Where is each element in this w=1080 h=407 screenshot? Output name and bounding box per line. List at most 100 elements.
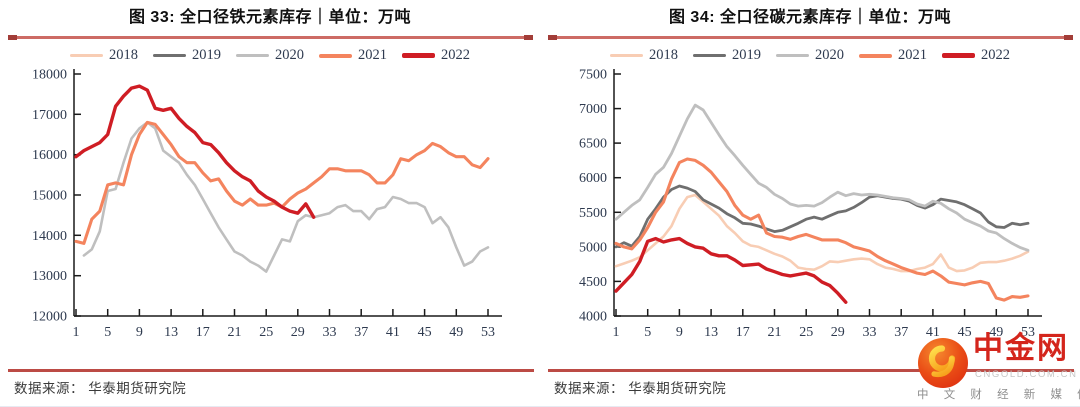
y-tick-label: 7500: [579, 68, 607, 83]
legend-swatch-2021: [859, 53, 892, 58]
legend-swatch-2020: [776, 53, 809, 58]
x-tick-label: 41: [926, 325, 940, 340]
x-tick-label: 49: [449, 325, 463, 340]
legend-item-2019: 2019: [693, 47, 761, 64]
legend-label: 2018: [109, 47, 138, 63]
legend-swatch-2020: [236, 53, 269, 58]
chart-title: 图 33: 全口径铁元素库存｜单位：万吨: [128, 9, 412, 26]
cngold-watermark: 中金网 CNGOLD.COM.CN 中 文 财 经 新 媒 体: [915, 332, 1080, 403]
legend-swatch-2019: [153, 53, 186, 58]
legend-item-2021: 2021: [319, 47, 387, 64]
legend-swatch-2021: [319, 53, 352, 58]
x-tick-label: 49: [989, 325, 1003, 340]
legend-item-2018: 2018: [610, 47, 678, 64]
x-tick-label: 5: [104, 325, 111, 340]
title-divider: [8, 35, 533, 39]
legend-label: 2020: [275, 47, 304, 63]
chart-panel-iron: 图 33: 全口径铁元素库存｜单位：万吨 2018 2019 2020 2021 202…: [0, 9, 540, 396]
legend-item-2021: 2021: [859, 47, 927, 64]
legend-label: 2022: [441, 47, 470, 63]
legend-item-2022: 2022: [942, 47, 1010, 64]
x-tick-label: 1: [73, 325, 80, 340]
x-tick-label: 37: [354, 325, 368, 340]
series-line-2021: [614, 157, 1030, 302]
x-tick-label: 25: [799, 325, 813, 340]
x-tick-label: 53: [1021, 325, 1035, 340]
y-tick-label: 13000: [32, 269, 67, 284]
x-tick-label: 9: [676, 325, 683, 340]
y-tick-label: 14000: [32, 229, 67, 244]
y-tick-label: 5000: [579, 240, 607, 255]
x-tick-label: 13: [164, 325, 178, 340]
legend-swatch-2018: [610, 53, 643, 58]
x-tick-label: 33: [323, 325, 337, 340]
footer-divider: [548, 369, 1074, 372]
y-tick-label: 7000: [579, 102, 607, 117]
footer-divider: [8, 369, 534, 372]
x-tick-label: 41: [386, 325, 400, 340]
y-tick-label: 5500: [579, 206, 607, 221]
series-line-2020: [614, 103, 1030, 252]
y-tick-label: 4000: [579, 310, 607, 325]
series-line-2022: [614, 236, 848, 304]
cngold-domain-text: CNGOLD.COM.CN: [975, 369, 1078, 380]
y-tick-label: 4500: [579, 275, 607, 290]
x-tick-label: 45: [958, 325, 972, 340]
series-line-2020: [82, 121, 490, 273]
carbon-inventory-line-chart: 7500 7000 6500 6000 5500 5000 4500 4000 1 5 9 13 17 2…: [579, 68, 1042, 340]
legend-item-2020: 2020: [776, 47, 844, 64]
x-tick-label: 45: [418, 325, 432, 340]
series-line-2018: [614, 193, 1030, 273]
series-line-2019: [614, 184, 1030, 249]
legend-label: 2019: [732, 47, 761, 63]
y-tick-label: 16000: [32, 148, 67, 163]
title-divider: [548, 35, 1073, 39]
x-tick-label: 9: [136, 325, 143, 340]
chart-title: 图 34: 全口径碳元素库存｜单位：万吨: [668, 9, 952, 26]
y-tick-label: 18000: [32, 68, 67, 83]
x-tick-label: 37: [894, 325, 908, 340]
legend-swatch-2022: [402, 53, 435, 58]
legend-swatch-2018: [70, 53, 103, 58]
iron-inventory-line-chart: 18000 17000 16000 15000 14000 13000 12000 1 5 9 13…: [32, 68, 502, 340]
legend: 2018 2019 2020 2021 2022: [540, 47, 1080, 64]
y-tick-label: 6500: [579, 137, 607, 152]
legend-item-2022: 2022: [402, 47, 470, 64]
y-tick-label: 15000: [32, 189, 67, 204]
legend-label: 2021: [358, 47, 387, 63]
cngold-logo-icon: [918, 338, 968, 388]
legend-swatch-2022: [942, 53, 975, 58]
legend-swatch-2019: [693, 53, 726, 58]
chart-panel-carbon: 图 34: 全口径碳元素库存｜单位：万吨 2018 2019 2020 2021 202…: [540, 0, 1080, 407]
legend-label: 2021: [898, 47, 927, 63]
x-tick-label: 53: [481, 325, 495, 340]
legend-label: 2018: [649, 47, 678, 63]
data-source: 数据来源： 华泰期货研究院: [554, 381, 727, 396]
x-tick-label: 21: [228, 325, 242, 340]
legend-label: 2019: [192, 47, 221, 63]
x-tick-label: 29: [291, 325, 305, 340]
legend-item-2020: 2020: [236, 47, 304, 64]
x-tick-label: 25: [259, 325, 273, 340]
data-source: 数据来源： 华泰期货研究院: [14, 381, 187, 396]
x-tick-label: 13: [704, 325, 718, 340]
y-tick-label: 17000: [32, 108, 67, 123]
legend-label: 2022: [981, 47, 1010, 63]
legend-item-2018: 2018: [70, 47, 138, 64]
legend: 2018 2019 2020 2021 2022: [0, 47, 540, 64]
x-tick-label: 33: [863, 325, 877, 340]
x-tick-label: 17: [736, 325, 750, 340]
series-line-2021: [74, 120, 490, 245]
x-tick-label: 29: [831, 325, 845, 340]
legend-item-2019: 2019: [153, 47, 221, 64]
cngold-tagline-text: 中 文 财 经 新 媒 体: [917, 389, 1080, 401]
cngold-brand-text: 中金网: [973, 332, 1069, 365]
y-tick-label: 6000: [579, 171, 607, 186]
x-tick-label: 1: [613, 325, 620, 340]
x-tick-label: 21: [768, 325, 782, 340]
legend-label: 2020: [815, 47, 844, 63]
x-tick-label: 5: [644, 325, 651, 340]
series-line-2022: [74, 84, 316, 219]
y-tick-label: 12000: [32, 310, 67, 325]
